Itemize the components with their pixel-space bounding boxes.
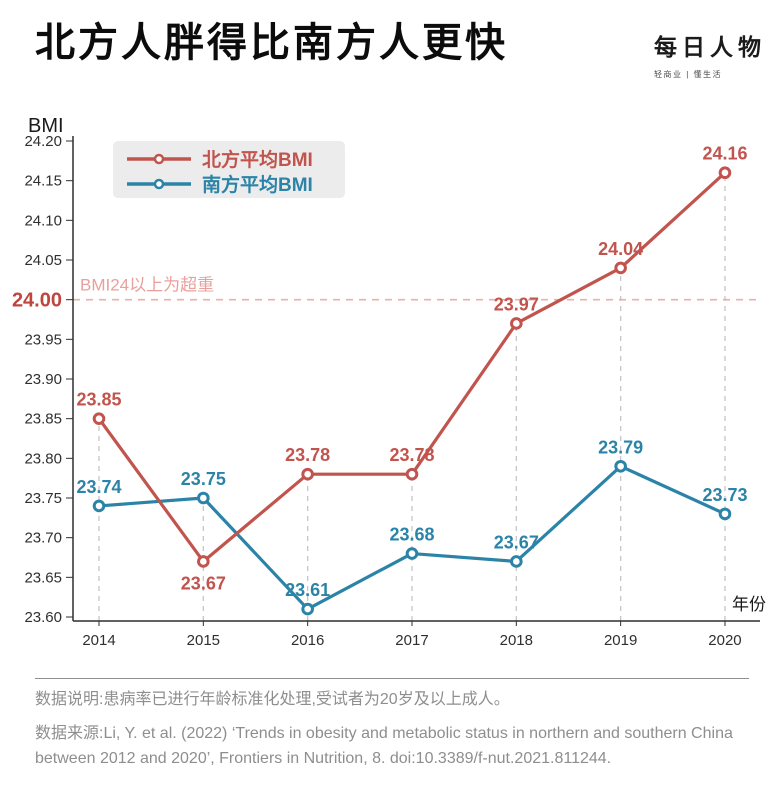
brand-logo-text: 每日人物 [654, 34, 766, 60]
north-data-point-marker [510, 317, 523, 330]
north-data-point-marker [718, 166, 732, 180]
south-data-point-label: 23.61 [285, 580, 330, 600]
y-tick-label: 24.00 [12, 290, 62, 312]
y-tick-label: 24.05 [24, 252, 62, 269]
x-tick-label: 2015 [187, 632, 220, 649]
x-tick-label: 2017 [395, 632, 428, 649]
north-data-point-label: 23.78 [285, 445, 330, 465]
y-tick-label: 23.75 [24, 490, 62, 507]
y-tick-label: 24.20 [24, 133, 62, 150]
south-data-point-marker [301, 602, 314, 616]
y-tick-label: 23.90 [24, 371, 62, 388]
legend-marker-icon [153, 153, 165, 165]
x-axis-title: 年份 [732, 595, 766, 614]
south-data-point-label: 23.68 [389, 525, 434, 545]
x-tick-label: 2019 [604, 632, 637, 649]
north-data-point-label: 24.04 [598, 239, 643, 259]
legend-label: 北方平均BMI [202, 148, 313, 171]
north-data-point-marker [614, 261, 627, 275]
y-tick-label: 23.95 [24, 331, 62, 348]
north-data-point-label: 23.67 [181, 573, 226, 593]
x-tick-label: 2020 [708, 632, 741, 649]
south-data-point-label: 23.73 [702, 485, 747, 505]
north-data-point-marker [197, 555, 210, 568]
brand-logo-tagline: 轻商业 | 懂生活 [654, 70, 723, 79]
y-tick-label: 23.80 [24, 450, 62, 467]
north-data-point-marker [301, 467, 314, 481]
south-data-point-marker [197, 491, 210, 505]
data-source: 数据来源:Li, Y. et al. (2022) ‘Trends in obe… [35, 724, 733, 767]
south-data-point-label: 23.75 [181, 469, 226, 489]
north-data-point-label: 24.16 [702, 144, 747, 164]
threshold-label: BMI24以上为超重 [80, 276, 214, 295]
y-tick-label: 23.85 [24, 411, 62, 428]
brand-logo: 每日人物 轻商业 | 懂生活 [654, 28, 766, 80]
x-tick-label: 2016 [291, 632, 324, 649]
south-data-point-label: 23.67 [494, 532, 539, 552]
y-tick-label: 24.15 [24, 173, 62, 190]
x-tick-label: 2018 [500, 632, 533, 649]
y-tick-label: 23.70 [24, 530, 62, 547]
legend-marker-icon [153, 178, 165, 190]
north-data-point-marker [92, 412, 106, 425]
legend-label: 南方平均BMI [202, 173, 313, 196]
south-data-point-marker [405, 547, 419, 560]
footer: 数据说明:患病率已进行年龄标准化处理,受试者为20岁及以上成人。 数据来源:Li… [35, 678, 749, 771]
south-data-point-marker [718, 507, 732, 521]
y-tick-label: 23.60 [24, 609, 62, 626]
south-data-point-label: 23.79 [598, 437, 643, 457]
y-tick-label: 23.65 [24, 569, 62, 586]
north-data-point-label: 23.85 [76, 390, 121, 410]
y-axis-title: BMI [28, 115, 64, 137]
north-data-point-label: 23.78 [389, 445, 434, 465]
data-note: 数据说明:患病率已进行年龄标准化处理,受试者为20岁及以上成人。 [35, 691, 510, 708]
y-tick-label: 24.10 [24, 212, 62, 229]
south-data-point-label: 23.74 [76, 477, 121, 497]
north-data-point-label: 23.97 [494, 294, 539, 314]
north-data-point-marker [405, 467, 419, 481]
south-data-point-marker [510, 555, 523, 568]
south-data-point-marker [614, 459, 627, 473]
page-title: 北方人胖得比南方人更快 [35, 21, 508, 65]
x-tick-label: 2014 [82, 632, 115, 649]
south-data-point-marker [92, 499, 106, 513]
north-line [97, 171, 727, 564]
